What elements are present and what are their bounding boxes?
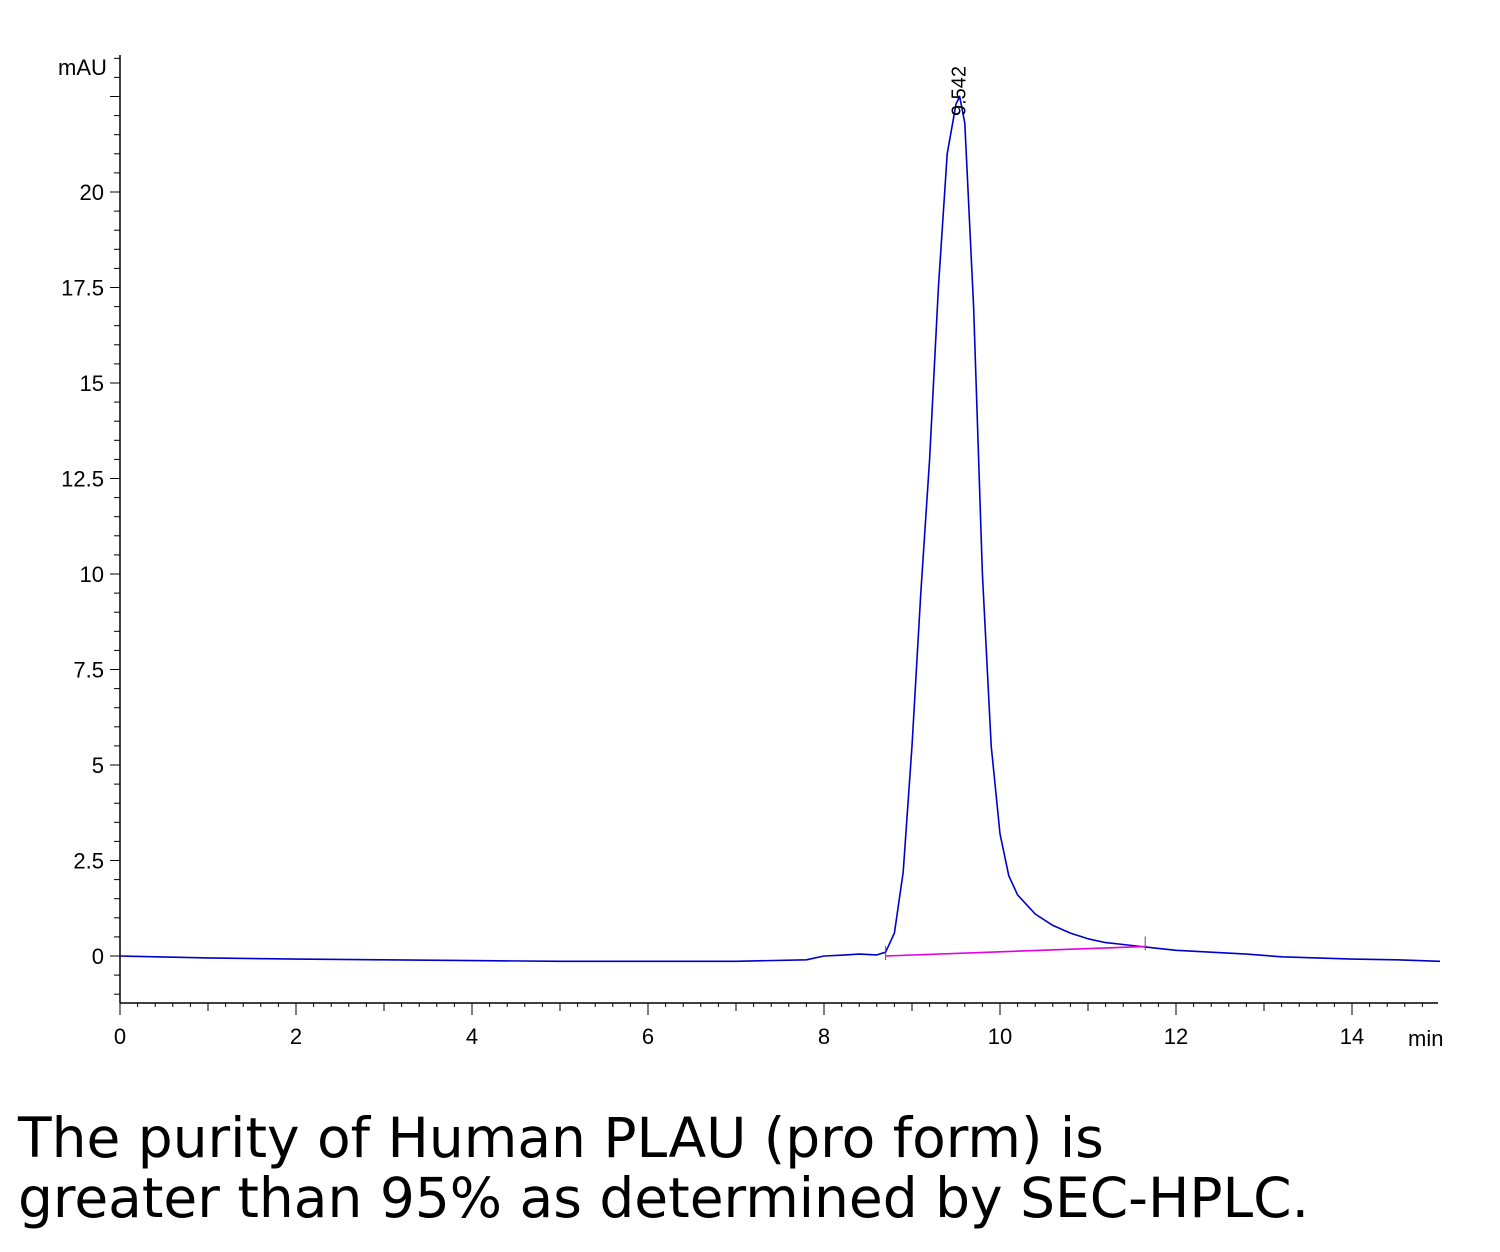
series-layer (119, 95, 1441, 963)
chromatogram-chart: 0 2.5 5 7.5 10 12.5 15 17.5 20 0 2 4 6 8 10 12 14 mAU m… (58, 55, 1443, 1051)
y-tick-label: 15 (80, 371, 104, 396)
x-tick-label: 8 (818, 1024, 830, 1049)
x-tick-label: 12 (1164, 1024, 1188, 1049)
y-tick-label: 12.5 (61, 467, 104, 492)
y-unit-label: mAU (58, 55, 107, 80)
x-unit-label: min (1408, 1026, 1443, 1051)
x-tick-label: 0 (114, 1024, 126, 1049)
y-tick-label: 17.5 (61, 276, 104, 301)
chromatogram-trace (119, 95, 1441, 963)
y-tick-label: 20 (80, 180, 104, 205)
y-tick-label: 5 (92, 753, 104, 778)
caption-line-2: greater than 95% as determined by SEC-HP… (18, 1166, 1310, 1230)
y-tick-label: 7.5 (73, 658, 104, 683)
annotation-layer: 9.542 (949, 66, 971, 116)
integration-baseline (885, 945, 1146, 957)
x-tick-label: 2 (290, 1024, 302, 1049)
y-tick-label: 10 (80, 562, 104, 587)
x-tick-label: 14 (1340, 1024, 1364, 1049)
axes (119, 55, 1438, 1004)
y-tick-label: 0 (92, 944, 104, 969)
caption-line-1: The purity of Human PLAU (pro form) is (18, 1106, 1104, 1170)
caption: The purity of Human PLAU (pro form) is g… (18, 1108, 1478, 1228)
peak-retention-label: 9.542 (949, 66, 971, 116)
y-tick-label: 2.5 (73, 849, 104, 874)
y-ticks: 0 2.5 5 7.5 10 12.5 15 17.5 20 (61, 57, 120, 995)
x-tick-label: 6 (642, 1024, 654, 1049)
x-tick-label: 4 (466, 1024, 478, 1049)
x-tick-label: 10 (988, 1024, 1012, 1049)
x-ticks: 0 2 4 6 8 10 12 14 (114, 1003, 1423, 1049)
